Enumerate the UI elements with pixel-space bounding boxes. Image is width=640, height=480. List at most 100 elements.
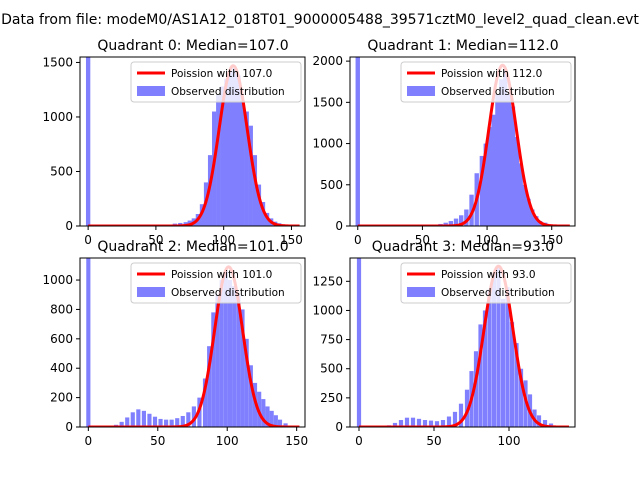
legend-patch-icon (137, 287, 165, 297)
hist-bar-spike (85, 57, 91, 226)
hist-bar (422, 420, 428, 427)
x-tick-label: 50 (426, 434, 441, 448)
legend-label-poisson: Poission with 112.0 (441, 68, 542, 80)
legend-label-observed: Observed distribution (171, 86, 285, 98)
x-tick-label: 50 (148, 233, 163, 247)
y-tick-label: 2000 (312, 54, 343, 68)
hist-bar (536, 415, 542, 427)
axes-frame (349, 56, 576, 227)
panel-quadrant-0: Quadrant 0: Median=107.0 0 50 100 150050010… (42, 38, 306, 247)
y-tick-label: 750 (320, 333, 343, 347)
poisson-curve (356, 63, 571, 226)
hist-bar (240, 100, 245, 226)
panel-quadrant-2: Quadrant 2: Median=101.0 0 50 100 150 0 200 40… (42, 239, 308, 448)
legend-patch-icon (137, 86, 165, 96)
panel-title: Quadrant 1: Median=112.0 (367, 38, 558, 54)
hist-bar (518, 368, 524, 427)
hist-bar (491, 273, 497, 427)
hist-bar (464, 209, 469, 226)
plot-clip (86, 258, 301, 427)
hist-bar (416, 418, 422, 427)
hist-bar (448, 221, 454, 226)
plot-area: 0 50 100 150 0 200 400 600 800 1000 Poission with … (42, 257, 308, 448)
y-tick-label: 400 (50, 361, 73, 375)
hist-bar (495, 94, 500, 226)
y-tick-label: 200 (50, 391, 73, 405)
hist-bar (404, 417, 410, 427)
x-tick-label: 0 (84, 233, 92, 247)
legend-patch-icon (407, 86, 435, 96)
hist-bar (487, 127, 492, 226)
y-tick-label: 1250 (312, 274, 343, 288)
legend: Poission with 101.0 Observed distribution (130, 262, 302, 304)
panel-title: Quadrant 3: Median=93.0 (372, 239, 554, 255)
legend-box (130, 61, 302, 103)
poisson-curve (358, 264, 570, 427)
hist-bar (147, 413, 152, 427)
hist-bar (496, 266, 501, 427)
hist-bar (443, 222, 448, 226)
hist-bar (398, 420, 404, 427)
hist-bar (191, 406, 196, 427)
hist-bar (219, 280, 224, 427)
hist-bar (186, 412, 191, 427)
y-tick-label: 500 (320, 178, 343, 192)
hist-bar (215, 294, 220, 427)
hist-bar (158, 418, 163, 427)
y-tick-label: 1500 (312, 95, 343, 109)
hist-bar (227, 280, 233, 427)
axes-frame (79, 56, 306, 227)
axes-frame (79, 257, 306, 428)
plot-clip (85, 57, 301, 226)
y-tick-label: 1000 (42, 110, 73, 124)
hist-bar (260, 202, 266, 226)
hist-bar (506, 94, 512, 226)
hist-bar (509, 322, 515, 427)
poisson-curve (87, 64, 301, 226)
x-tick-label: 0 (355, 434, 363, 448)
hist-bar (236, 75, 241, 226)
y-tick-label: 0 (65, 219, 73, 233)
hist-bar (223, 271, 228, 427)
legend-label-poisson: Poission with 93.0 (441, 269, 536, 281)
hist-bar (277, 419, 283, 427)
hist-bar (530, 209, 535, 226)
legend-box (400, 262, 572, 304)
y-tick-label: 800 (50, 302, 73, 316)
axes-frame (349, 257, 576, 428)
hist-bar (125, 417, 130, 427)
hist-bar (265, 406, 270, 427)
hist-bar (526, 198, 531, 226)
y-tick-label: 0 (65, 420, 73, 434)
hist-bar (479, 155, 485, 226)
legend-label-observed: Observed distribution (171, 287, 285, 299)
x-tick-label: 50 (415, 233, 430, 247)
hist-bar (180, 415, 185, 427)
hist-bar-spike (86, 258, 91, 427)
hist-bar (211, 312, 216, 427)
hist-bar (542, 420, 548, 427)
hist-bar (514, 343, 519, 427)
legend-patch-icon (407, 287, 435, 297)
x-tick-label: 150 (280, 233, 303, 247)
y-tick-label: 0 (335, 219, 343, 233)
hist-bar (224, 78, 229, 226)
hist-bar (256, 184, 262, 226)
figure-suptitle: Data from file: modeM0/AS1A12_018T01_900… (1, 12, 639, 28)
x-tick-label: 150 (540, 233, 563, 247)
y-tick-label: 250 (320, 391, 343, 405)
hist-bar (164, 419, 169, 427)
hist-bar (473, 351, 479, 427)
panel-quadrant-1: Quadrant 1: Median=112.0 0 50 100 150050010… (312, 38, 576, 247)
hist-bar (252, 155, 258, 226)
x-tick-label: 50 (150, 434, 165, 448)
y-tick-label: 1000 (42, 273, 73, 287)
hist-bar (446, 416, 452, 427)
y-tick-label: 1500 (42, 55, 73, 69)
hist-bar (502, 69, 508, 226)
hist-bar (269, 410, 274, 427)
hist-bar (152, 416, 158, 427)
